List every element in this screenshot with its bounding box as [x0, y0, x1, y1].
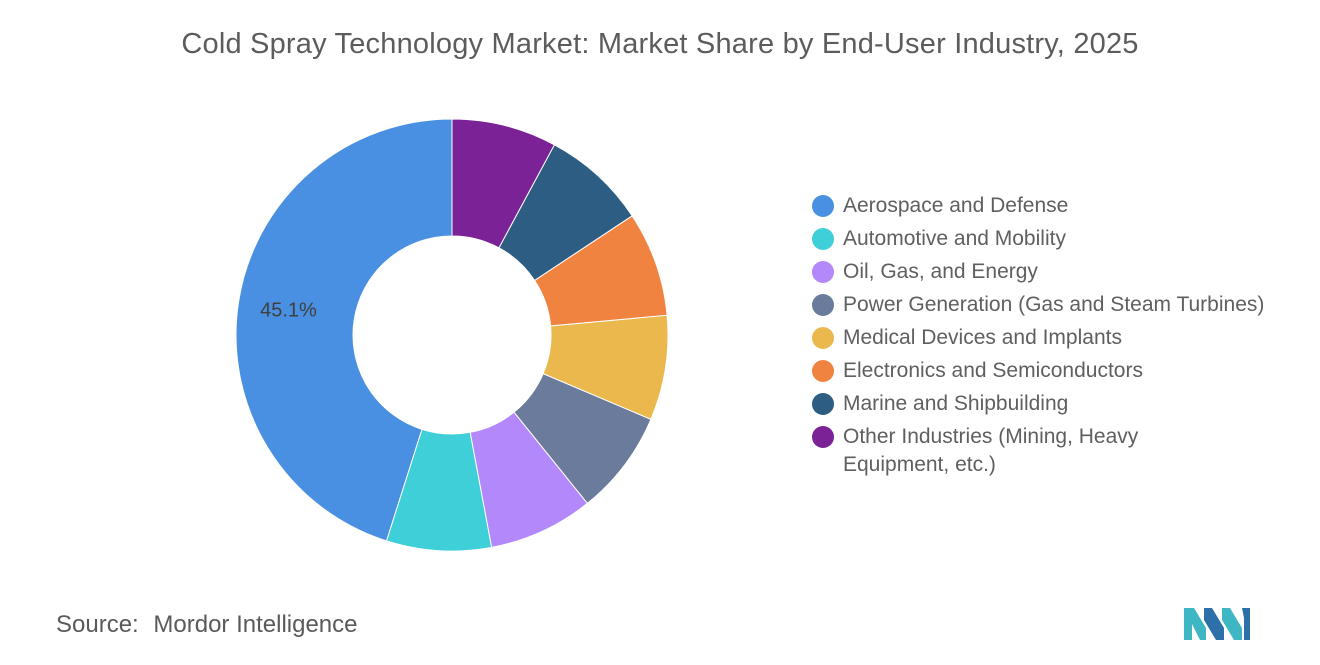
chart-title: Cold Spray Technology Market: Market Sha…	[181, 28, 1139, 60]
legend-item-automotive-and-mobility: Automotive and Mobility	[812, 225, 1302, 253]
source-note: Source: Mordor Intelligence	[56, 611, 358, 639]
legend-item-other-industries-mining-heavy-equipment-etc: Other Industries (Mining, Heavy Equipmen…	[812, 423, 1302, 479]
legend-label: Automotive and Mobility	[843, 227, 1066, 250]
data-label-aerospace-and-defense: 45.1%	[260, 300, 317, 322]
legend-swatch-icon	[812, 393, 834, 415]
legend-swatch-icon	[812, 294, 834, 316]
legend-label: Marine and Shipbuilding	[843, 392, 1069, 415]
source-value: Mordor Intelligence	[153, 611, 358, 638]
legend-swatch-icon	[812, 195, 834, 217]
source-label: Source:	[56, 611, 139, 638]
legend-item-oil-gas-and-energy: Oil, Gas, and Energy	[812, 258, 1302, 286]
legend-item-electronics-and-semiconductors: Electronics and Semiconductors	[812, 357, 1302, 385]
donut-slices	[235, 118, 669, 552]
donut-data-labels: 45.1%	[260, 300, 317, 322]
legend-label: Electronics and Semiconductors	[843, 359, 1143, 382]
legend-swatch-icon	[812, 360, 834, 382]
legend-label: Other Industries (Mining, Heavy Equipmen…	[843, 425, 1139, 476]
legend-label: Oil, Gas, and Energy	[843, 260, 1038, 283]
legend-label: Aerospace and Defense	[843, 194, 1069, 217]
legend-swatch-icon	[812, 426, 834, 448]
legend-item-power-generation-gas-and-steam-turbines: Power Generation (Gas and Steam Turbines…	[812, 291, 1302, 319]
slice-other-industries-mining-heavy-equipment-etc	[451, 118, 556, 249]
slice-aerospace-and-defense	[235, 118, 453, 542]
legend-swatch-icon	[812, 261, 834, 283]
legend-label: Medical Devices and Implants	[843, 326, 1122, 349]
legend-swatch-icon	[812, 228, 834, 250]
legend-label: Power Generation (Gas and Steam Turbines…	[843, 293, 1265, 316]
legend-item-aerospace-and-defense: Aerospace and Defense	[812, 192, 1302, 220]
legend-item-medical-devices-and-implants: Medical Devices and Implants	[812, 324, 1302, 352]
mordor-intelligence-logo	[1184, 608, 1250, 640]
chart-legend: Aerospace and Defense Automotive and Mobi…	[812, 192, 1302, 484]
legend-swatch-icon	[812, 327, 834, 349]
legend-item-marine-and-shipbuilding: Marine and Shipbuilding	[812, 390, 1302, 418]
